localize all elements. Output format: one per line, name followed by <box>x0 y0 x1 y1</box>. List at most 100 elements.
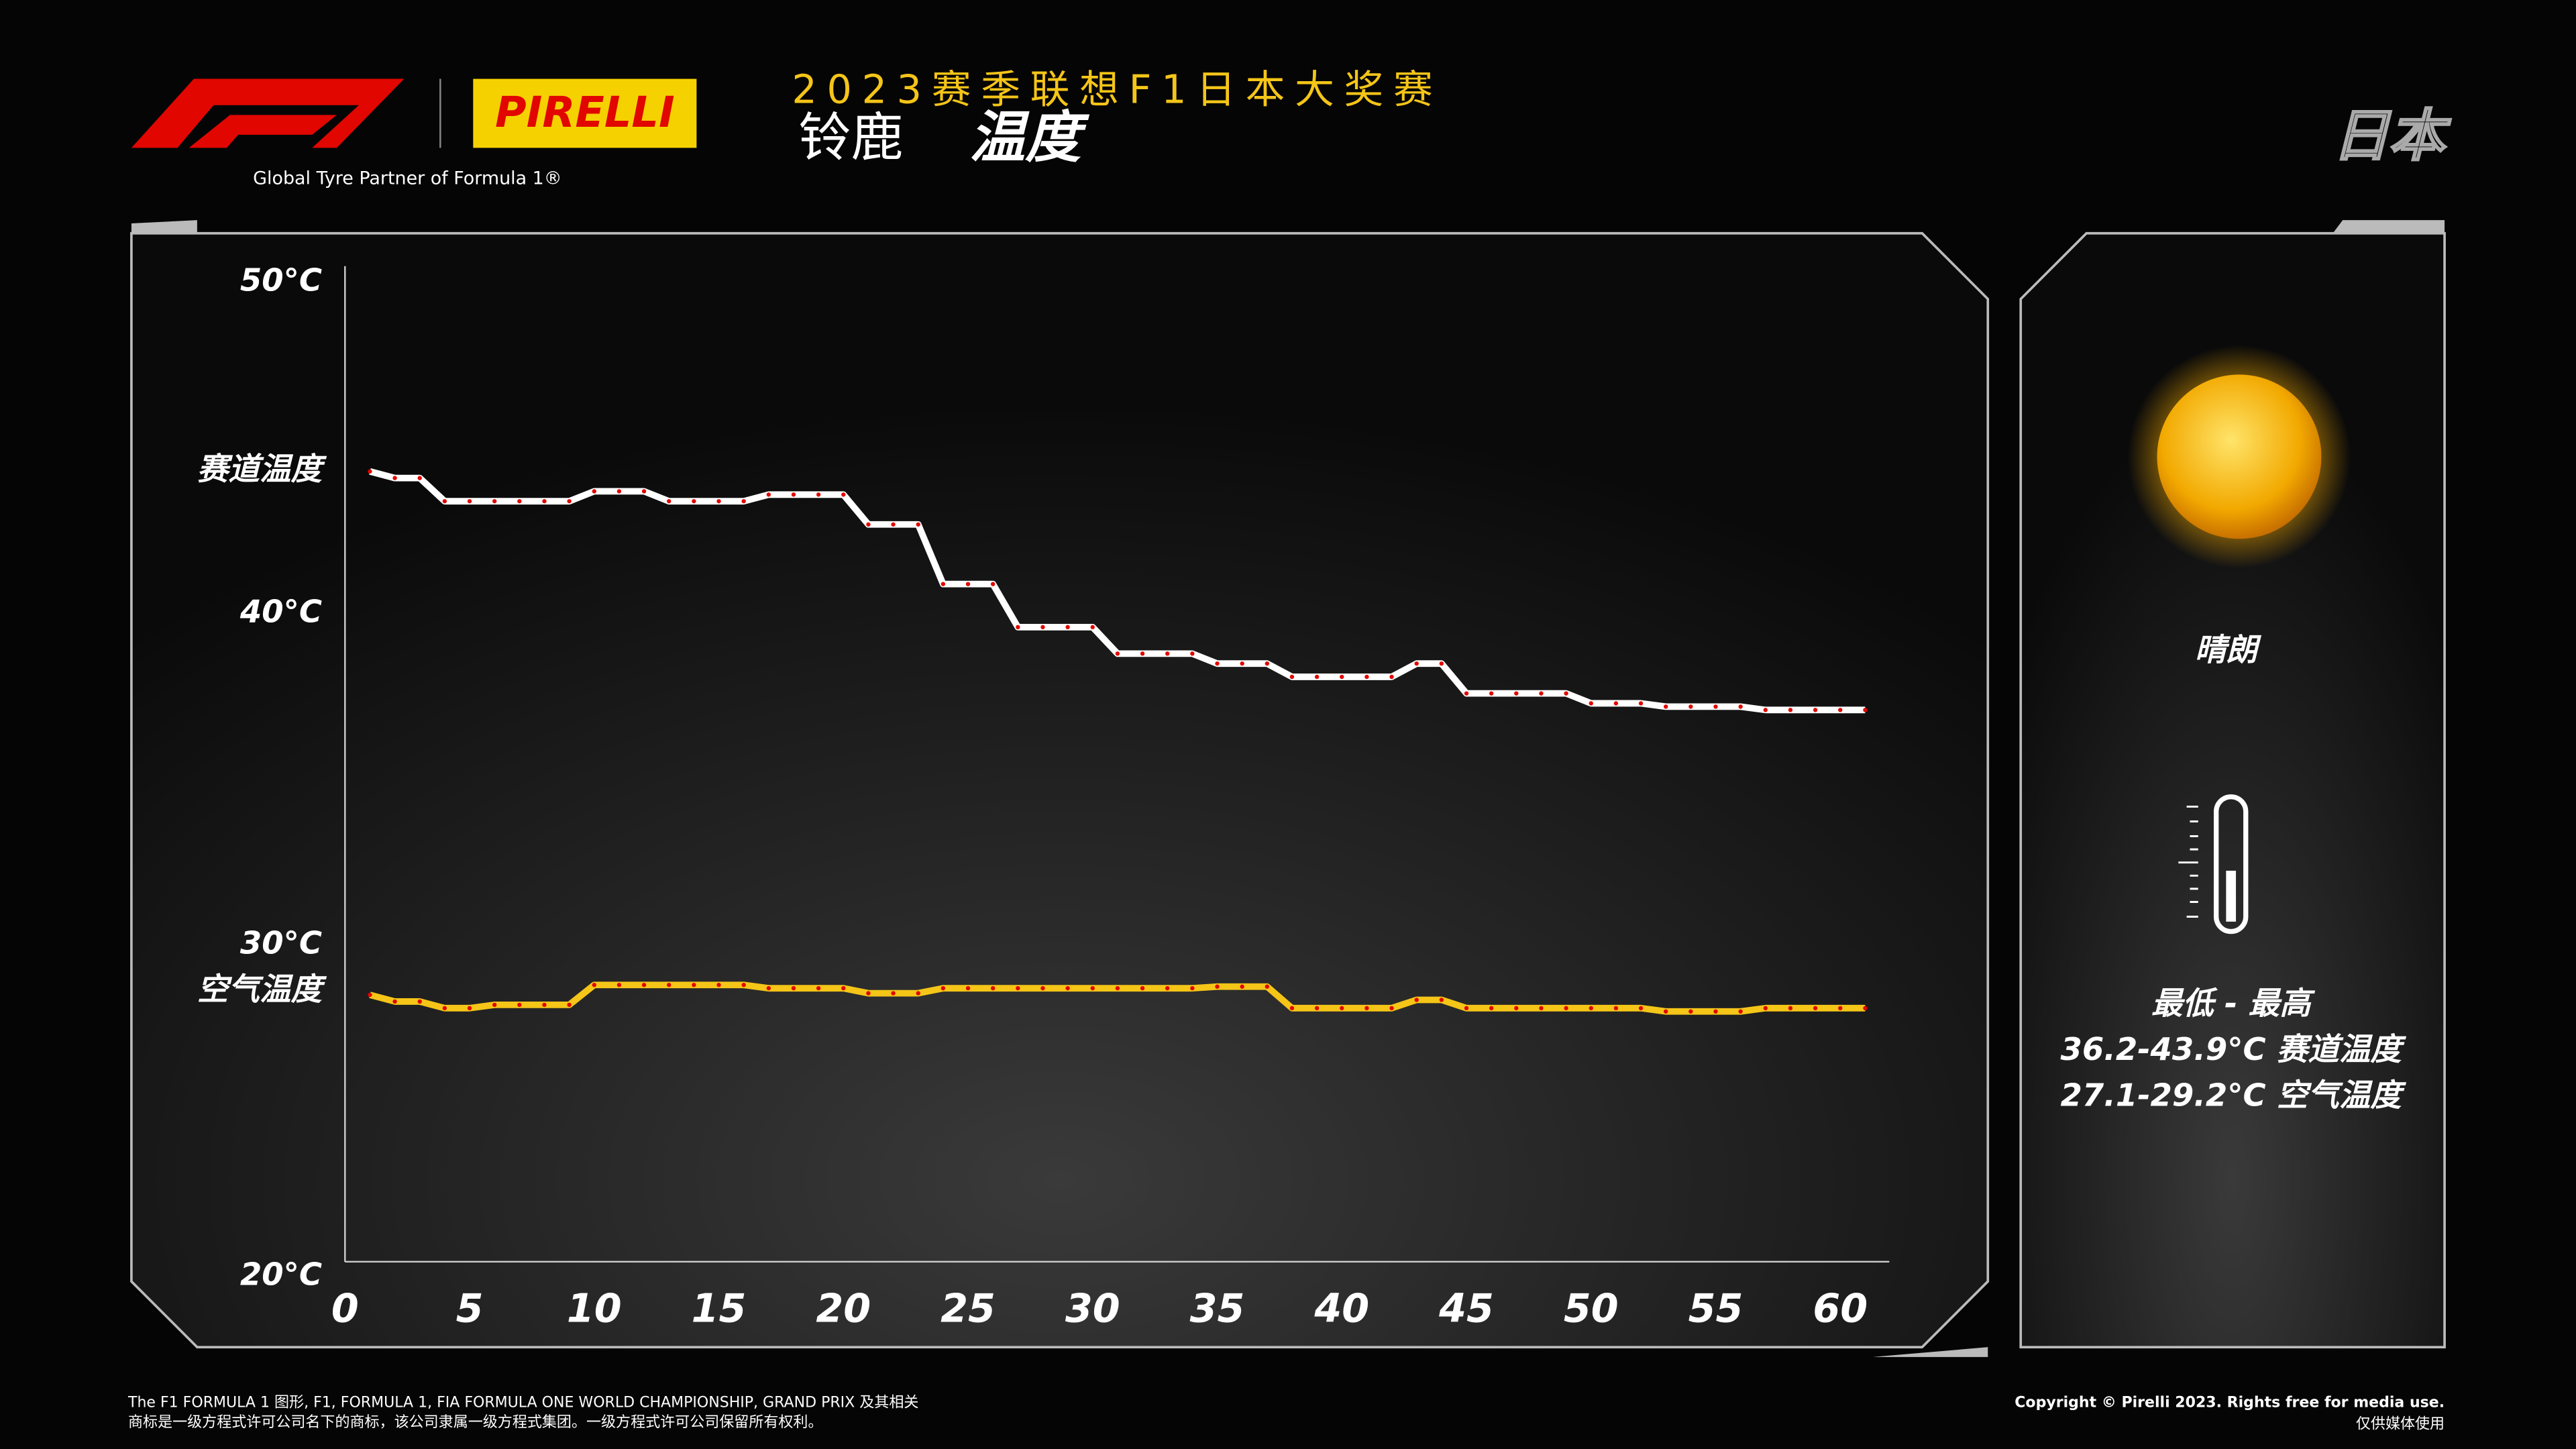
data-point <box>592 489 596 494</box>
range-header: 最低 - 最高 <box>2151 985 2316 1021</box>
data-point <box>1289 1006 1295 1010</box>
data-point <box>1564 1006 1568 1010</box>
air-range: 27.1-29.2°C 空气温度 <box>2060 1077 2406 1113</box>
data-point <box>1763 708 1768 712</box>
data-point <box>1589 701 1593 706</box>
data-point <box>916 522 920 527</box>
y-tick-label: 40°C <box>239 594 322 630</box>
x-tick-label: 60 <box>1813 1285 1868 1331</box>
data-point <box>1389 674 1394 680</box>
f1-logo <box>131 78 405 148</box>
data-point <box>1613 701 1619 706</box>
data-point <box>1115 986 1120 991</box>
data-point <box>417 999 422 1004</box>
data-point <box>791 986 796 991</box>
data-point <box>1638 1006 1644 1010</box>
subject: 温度 <box>969 105 1090 170</box>
data-point <box>716 983 721 987</box>
data-point <box>567 1002 572 1008</box>
data-point <box>1414 661 1419 666</box>
data-point <box>1539 691 1544 696</box>
data-point <box>1140 651 1145 656</box>
track-range: 36.2-43.9°C 赛道温度 <box>2060 1031 2406 1067</box>
data-point <box>1190 986 1195 991</box>
data-point <box>1265 984 1269 989</box>
data-point <box>1738 1009 1743 1014</box>
x-tick-label: 40 <box>1313 1285 1369 1331</box>
data-point <box>542 499 547 504</box>
data-point <box>1140 986 1145 991</box>
data-point <box>1340 674 1344 680</box>
x-tick-label: 10 <box>567 1285 622 1331</box>
copyright: Copyright © Pirelli 2023. Rights free fo… <box>2015 1394 2445 1411</box>
data-point <box>517 499 522 504</box>
thermometer-icon <box>2178 794 2249 934</box>
data-point <box>1564 691 1568 696</box>
data-point <box>1340 1006 1344 1010</box>
pirelli-badge <box>473 78 697 148</box>
series-label: 赛道温度 <box>197 451 327 487</box>
data-point <box>1090 986 1095 991</box>
title: 2023赛季联想F1日本大奖赛 <box>792 66 1442 112</box>
data-point <box>1065 986 1070 991</box>
data-point <box>766 492 771 497</box>
data-point <box>1514 691 1519 696</box>
data-point <box>467 499 472 504</box>
data-point <box>965 986 971 991</box>
data-point <box>417 476 422 480</box>
data-point <box>1664 1009 1668 1014</box>
data-point <box>1638 701 1644 706</box>
data-point <box>392 476 397 480</box>
data-point <box>692 983 696 987</box>
data-point <box>741 499 746 504</box>
data-point <box>1788 1006 1793 1010</box>
data-point <box>741 983 746 987</box>
x-tick-label: 45 <box>1438 1285 1494 1331</box>
data-point <box>1165 986 1170 991</box>
x-tick-label: 55 <box>1688 1285 1743 1331</box>
data-point <box>616 983 622 987</box>
data-point <box>667 983 672 987</box>
data-point <box>1289 674 1295 680</box>
data-point <box>1788 708 1793 712</box>
data-point <box>990 986 996 991</box>
data-point <box>442 499 447 504</box>
data-point <box>616 489 622 494</box>
data-point <box>1464 1006 1469 1010</box>
data-point <box>492 1002 497 1008</box>
data-point <box>841 492 846 497</box>
x-tick-label: 25 <box>941 1285 996 1331</box>
series-label: 空气温度 <box>197 971 327 1008</box>
data-point <box>1389 1006 1394 1010</box>
data-point <box>1863 708 1868 712</box>
data-point <box>1040 625 1045 630</box>
data-point <box>1613 1006 1619 1010</box>
data-point <box>891 522 896 527</box>
data-point <box>1589 1006 1593 1010</box>
data-point <box>1713 704 1718 709</box>
data-point <box>766 986 771 991</box>
data-point <box>891 991 896 996</box>
data-point <box>866 991 871 996</box>
data-point <box>990 582 996 586</box>
data-point <box>1040 986 1045 991</box>
data-point <box>1314 1006 1320 1010</box>
data-point <box>1514 1006 1519 1010</box>
data-point <box>1240 984 1244 989</box>
data-point <box>841 986 846 991</box>
data-point <box>1090 625 1095 630</box>
data-point <box>1016 625 1020 630</box>
data-point <box>1190 651 1195 656</box>
data-point <box>1763 1006 1768 1010</box>
data-point <box>368 469 372 474</box>
data-point <box>517 1002 522 1008</box>
data-point <box>467 1006 472 1010</box>
data-point <box>1065 625 1070 630</box>
data-point <box>1240 661 1244 666</box>
data-point <box>816 986 821 991</box>
data-point <box>592 983 596 987</box>
data-point <box>1215 984 1220 989</box>
x-tick-label: 50 <box>1564 1285 1619 1331</box>
legal: The F1 FORMULA 1 图形, F1, FORMULA 1, FIA … <box>127 1394 918 1411</box>
